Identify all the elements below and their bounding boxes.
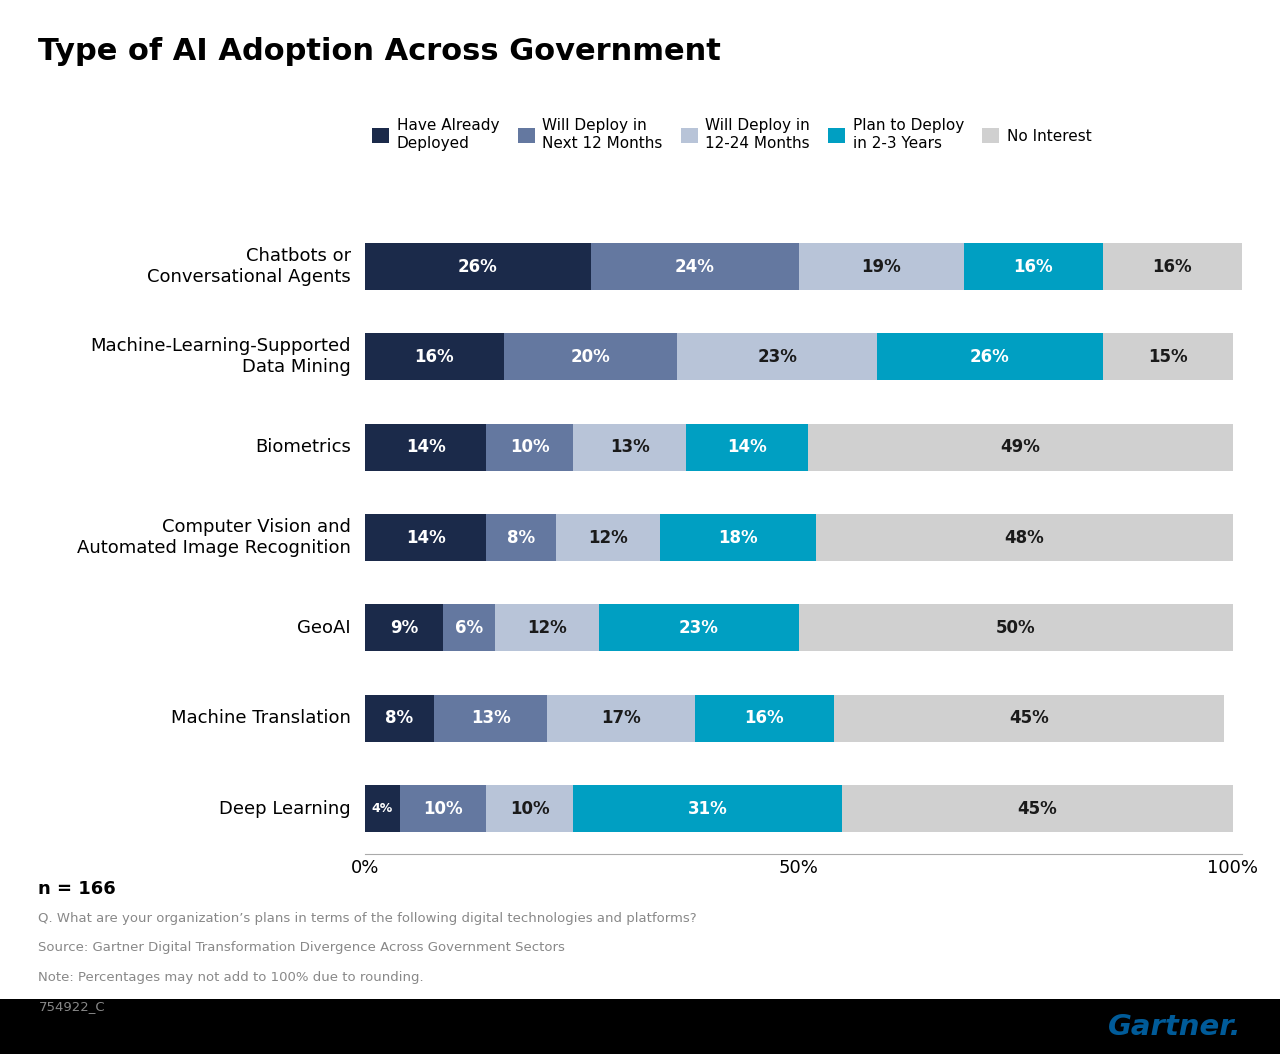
Bar [799, 604, 1233, 651]
Text: Note: Percentages may not add to 100% due to rounding.: Note: Percentages may not add to 100% du… [38, 971, 424, 983]
Bar [808, 424, 1233, 471]
Bar [842, 785, 1233, 832]
Bar [365, 695, 434, 742]
Text: 14%: 14% [406, 528, 445, 547]
Text: Q. What are your organization’s plans in terms of the following digital technolo: Q. What are your organization’s plans in… [38, 912, 698, 924]
Bar [504, 333, 677, 380]
Bar [556, 514, 660, 561]
Bar [365, 243, 590, 290]
Bar [686, 424, 808, 471]
Bar [486, 514, 556, 561]
Bar [547, 695, 695, 742]
Bar [486, 785, 573, 832]
Text: 4%: 4% [371, 802, 393, 815]
Legend: Have Already
Deployed, Will Deploy in
Next 12 Months, Will Deploy in
12-24 Month: Have Already Deployed, Will Deploy in Ne… [372, 118, 1092, 151]
Bar [365, 424, 486, 471]
Text: 13%: 13% [471, 709, 511, 727]
Text: 16%: 16% [1014, 257, 1053, 275]
Bar [695, 695, 833, 742]
Text: 8%: 8% [385, 709, 413, 727]
Bar [817, 514, 1233, 561]
Text: 26%: 26% [970, 348, 1010, 366]
Text: 14%: 14% [727, 438, 767, 456]
Text: 26%: 26% [458, 257, 498, 275]
Bar [486, 424, 573, 471]
Text: 48%: 48% [1005, 528, 1044, 547]
Bar [365, 514, 486, 561]
Bar [365, 785, 399, 832]
Text: 10%: 10% [509, 438, 549, 456]
Text: 12%: 12% [588, 528, 627, 547]
Text: 24%: 24% [675, 257, 714, 275]
Bar [1102, 333, 1233, 380]
Text: 16%: 16% [415, 348, 454, 366]
Bar [877, 333, 1102, 380]
Bar [443, 604, 495, 651]
Bar [495, 604, 599, 651]
Text: 17%: 17% [602, 709, 641, 727]
Bar [1102, 243, 1242, 290]
Text: 15%: 15% [1148, 348, 1188, 366]
Text: 12%: 12% [527, 619, 567, 637]
Bar [365, 604, 443, 651]
Bar [677, 333, 877, 380]
Text: 18%: 18% [718, 528, 758, 547]
Text: 23%: 23% [758, 348, 797, 366]
Bar [833, 695, 1224, 742]
Text: Gartner.: Gartner. [1108, 1013, 1242, 1040]
Text: 10%: 10% [509, 800, 549, 818]
Text: 50%: 50% [996, 619, 1036, 637]
Text: 14%: 14% [406, 438, 445, 456]
Text: 45%: 45% [1009, 709, 1048, 727]
Text: 8%: 8% [507, 528, 535, 547]
Text: Type of AI Adoption Across Government: Type of AI Adoption Across Government [38, 37, 721, 66]
Text: 45%: 45% [1018, 800, 1057, 818]
Text: n = 166: n = 166 [38, 880, 116, 898]
Text: 49%: 49% [1000, 438, 1041, 456]
Text: 31%: 31% [687, 800, 727, 818]
Text: 6%: 6% [454, 619, 483, 637]
Text: 10%: 10% [424, 800, 463, 818]
Text: Source: Gartner Digital Transformation Divergence Across Government Sectors: Source: Gartner Digital Transformation D… [38, 941, 566, 954]
Text: 13%: 13% [609, 438, 649, 456]
Bar [573, 785, 842, 832]
Bar [660, 514, 817, 561]
Text: 19%: 19% [861, 257, 901, 275]
Text: 754922_C: 754922_C [38, 1000, 105, 1013]
Bar [434, 695, 547, 742]
Text: 16%: 16% [1152, 257, 1192, 275]
Bar [573, 424, 686, 471]
Text: 9%: 9% [389, 619, 419, 637]
Bar [399, 785, 486, 832]
Bar [590, 243, 799, 290]
Bar [365, 333, 504, 380]
Text: 16%: 16% [745, 709, 783, 727]
Text: 20%: 20% [571, 348, 611, 366]
Bar [799, 243, 964, 290]
Bar [964, 243, 1102, 290]
Bar [599, 604, 799, 651]
Text: 23%: 23% [680, 619, 719, 637]
